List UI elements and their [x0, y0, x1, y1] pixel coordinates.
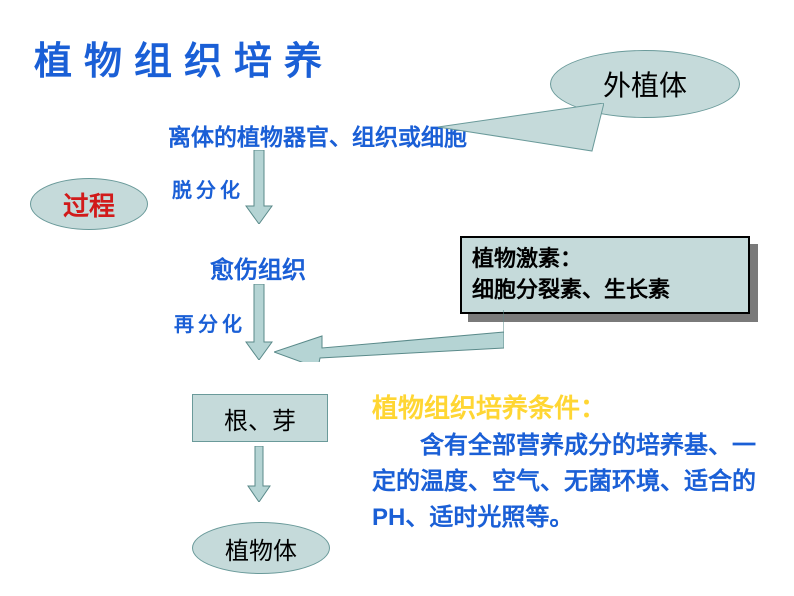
flow-start-text: 离体的植物器官、组织或细胞 — [168, 118, 467, 152]
arrow-down-1 — [244, 150, 274, 224]
hormone-box: 植物激素： 细胞分裂素、生长素 — [460, 236, 750, 314]
connector-explant — [438, 103, 604, 161]
step1-label: 脱分化 — [172, 174, 244, 203]
step2-label: 再分化 — [174, 308, 246, 337]
hormone-line1: 植物激素： — [472, 244, 582, 275]
arrow-down-3 — [246, 446, 272, 502]
badge-process-label: 过程 — [63, 186, 115, 223]
badge-process: 过程 — [30, 178, 148, 230]
arrow-down-2 — [244, 284, 274, 360]
flow-root-bud-box: 根、芽 — [192, 394, 328, 442]
badge-explant-label: 外植体 — [603, 64, 687, 104]
flow-callus-text: 愈伤组织 — [210, 250, 306, 285]
hormone-line2: 细胞分裂素、生长素 — [472, 275, 670, 306]
conditions-heading: 植物组织培养条件： — [372, 388, 606, 425]
conditions-body: 含有全部营养成分的培养基、一定的温度、空气、无菌环境、适合的PH、适时光照等。 — [372, 428, 772, 536]
flow-root-bud-label: 根、芽 — [224, 401, 296, 436]
page-title: 植物组织培养 — [34, 30, 334, 85]
flow-plant-ellipse: 植物体 — [192, 522, 330, 574]
connector-hormone — [274, 310, 504, 362]
flow-plant-label: 植物体 — [225, 531, 297, 566]
